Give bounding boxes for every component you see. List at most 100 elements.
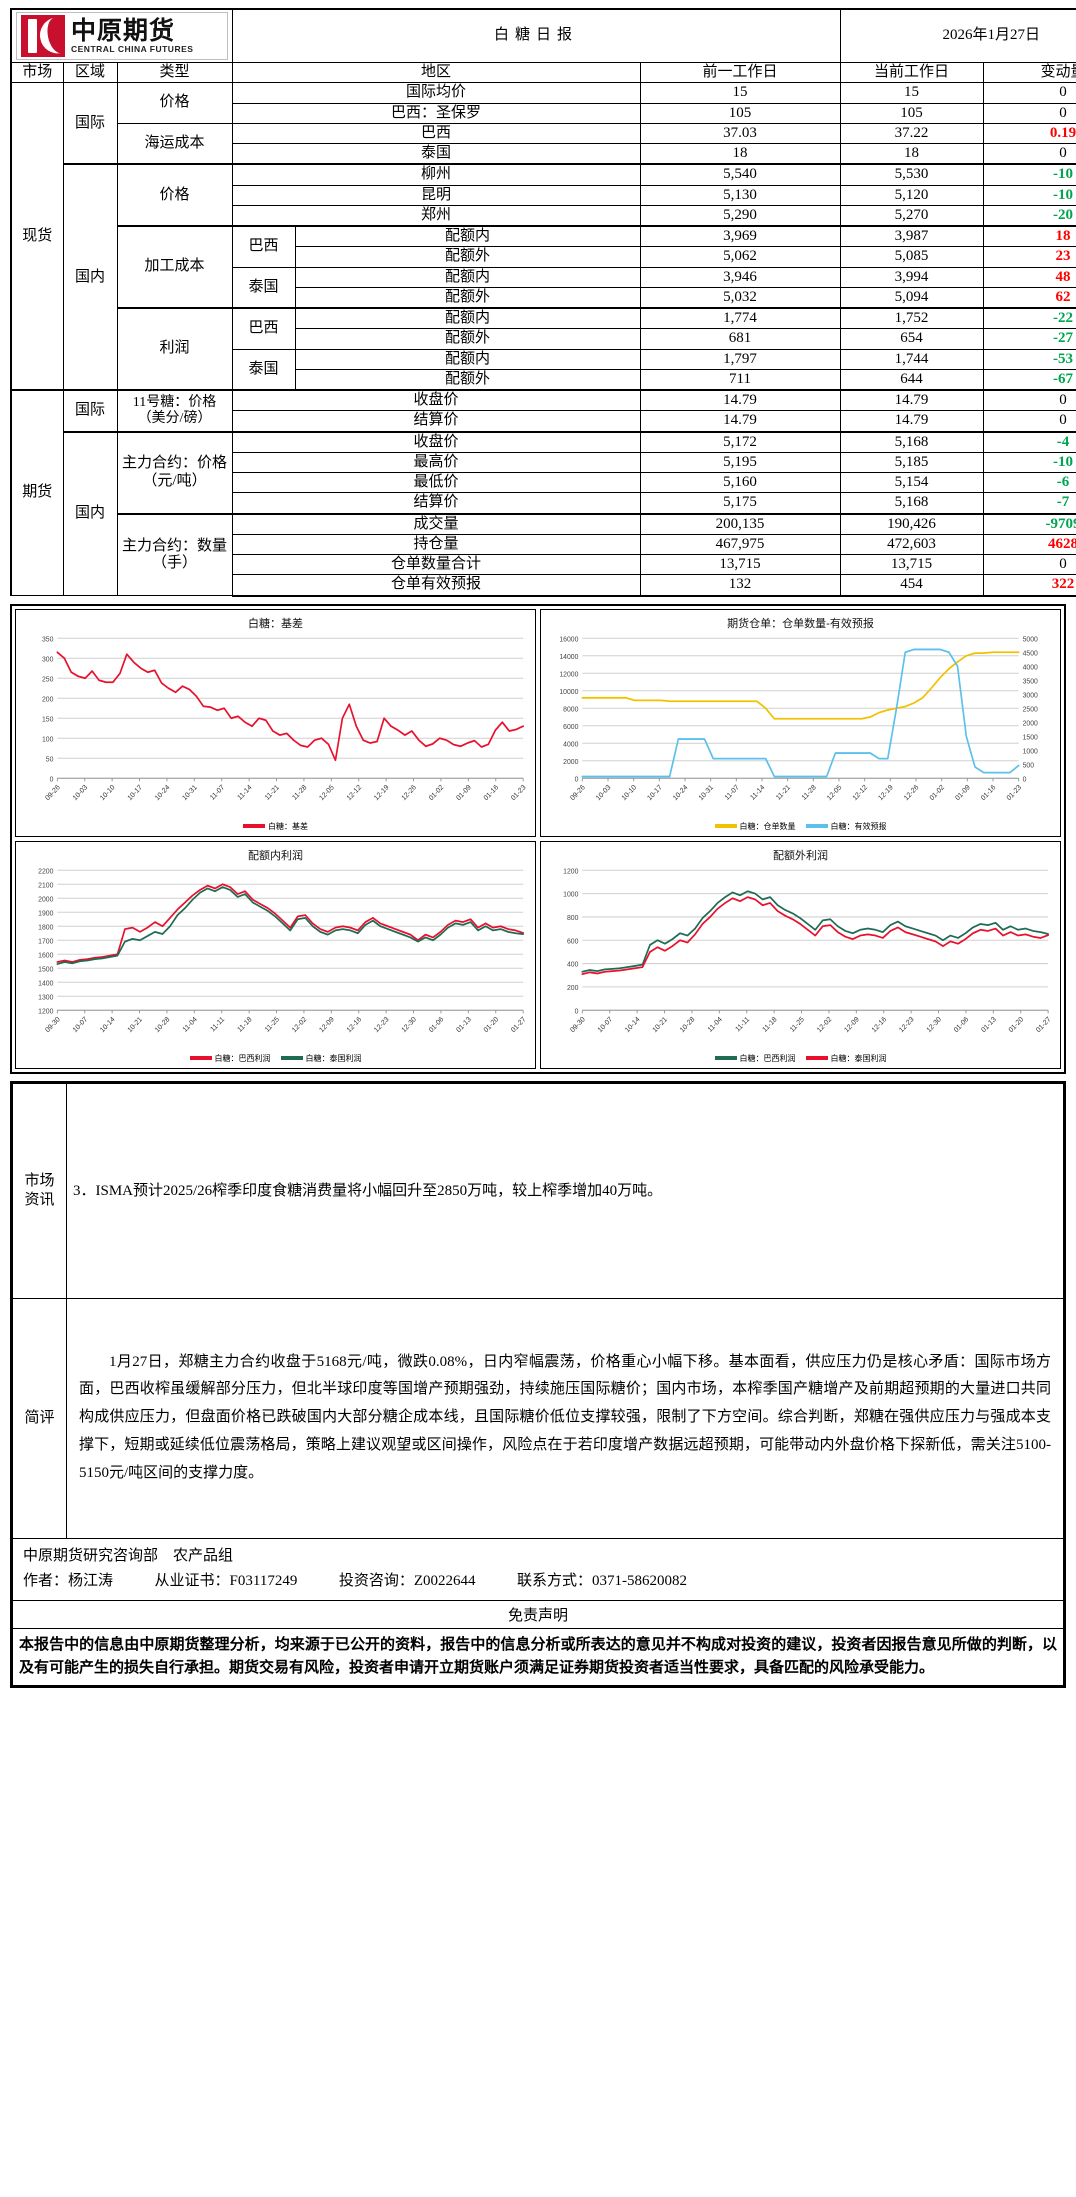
curr-value: 18 [839, 143, 984, 165]
disclaimer-text: 本报告中的信息由中原期货整理分析，均来源于已公开的资料，报告中的信息分析或所表达… [12, 1627, 1064, 1686]
svg-text:0: 0 [575, 775, 579, 783]
prev-value: 14.79 [639, 410, 841, 432]
svg-text:8000: 8000 [563, 705, 578, 713]
region-cell: 配额外 [294, 328, 641, 350]
change-value: 322 [982, 574, 1076, 597]
svg-text:12-30: 12-30 [400, 1015, 418, 1034]
change-value: 62 [982, 286, 1076, 309]
table-row: 仓单数量合计 13,715 13,715 0 0.00% [11, 553, 1076, 576]
svg-text:4000: 4000 [1023, 663, 1038, 671]
prev-value: 5,130 [639, 184, 841, 206]
contact-label: 联系方式： [517, 1573, 593, 1589]
region-cell: 最高价 [231, 451, 641, 474]
svg-text:150: 150 [42, 715, 54, 723]
change-value: 0 [982, 553, 1076, 576]
chart-title: 白糖：基差 [248, 617, 303, 630]
col-prev-day: 前一工作日 [639, 61, 841, 84]
table-row: 加工成本 巴西 配额内 3,969 3,987 18 0.45% [11, 225, 1076, 309]
region-cell: 仓单有效预报 [231, 574, 641, 597]
company-logo: 中原期货 CENTRAL CHINA FUTURES [16, 12, 228, 60]
curr-value: 5,094 [839, 286, 984, 309]
svg-text:12000: 12000 [559, 670, 578, 678]
svg-text:12-05: 12-05 [318, 783, 336, 802]
svg-text:3000: 3000 [1023, 691, 1038, 699]
region-cell: 结算价 [231, 410, 641, 432]
area-domestic: 国内 [62, 430, 118, 596]
legend-swatch-icon [714, 824, 737, 828]
prev-value: 200,135 [639, 512, 841, 535]
prev-value: 5,290 [639, 204, 841, 227]
svg-text:1000: 1000 [563, 890, 578, 898]
subgroup-brazil: 巴西 [231, 225, 296, 268]
svg-text:250: 250 [42, 675, 54, 683]
svg-text:50: 50 [46, 755, 54, 763]
market-news-row: 市场 资讯 3．ISMA预计2025/26榨季印度食糖消费量将小幅回升至2850… [12, 1082, 1064, 1299]
svg-text:4000: 4000 [563, 740, 578, 748]
prev-value: 5,175 [639, 492, 841, 514]
change-value: -10 [982, 184, 1076, 206]
svg-text:11-21: 11-21 [774, 783, 792, 802]
curr-value: 105 [839, 102, 984, 124]
legend-label: 白糖：泰国利润 [305, 1053, 362, 1063]
curr-value: 14.79 [839, 410, 984, 432]
curr-value: 13,715 [839, 553, 984, 576]
svg-text:12-16: 12-16 [870, 1015, 888, 1034]
page-title: 白糖日报 [231, 8, 841, 63]
region-cell: 配额外 [294, 368, 641, 391]
legend-label: 白糖：基差 [268, 821, 308, 831]
prev-value: 3,946 [639, 266, 841, 288]
svg-text:01-13: 01-13 [980, 1015, 998, 1034]
svg-text:800: 800 [567, 913, 579, 921]
prev-value: 3,969 [639, 225, 841, 248]
commentary-row: 简评 1月27日，郑糖主力合约收盘于5168元/吨，微跌0.08%，日内窄幅震荡… [12, 1297, 1064, 1539]
change-value: -10 [982, 451, 1076, 474]
col-area: 区域 [62, 61, 118, 84]
svg-text:01-06: 01-06 [952, 1015, 970, 1034]
svg-text:1900: 1900 [38, 909, 53, 917]
curr-value: 1,752 [839, 307, 984, 330]
department-line: 中原期货研究咨询部 农产品组 [23, 1547, 234, 1564]
svg-text:12-02: 12-02 [815, 1015, 833, 1034]
svg-text:01-02: 01-02 [928, 783, 946, 802]
svg-text:16000: 16000 [559, 635, 578, 643]
svg-text:09-30: 09-30 [569, 1015, 587, 1034]
table-row: 配额外 5,062 5,085 23 0.45% [11, 246, 1076, 268]
legend-swatch-icon [805, 824, 828, 828]
svg-text:01-02: 01-02 [427, 783, 445, 802]
svg-text:12-05: 12-05 [825, 783, 843, 802]
table-row: 最低价 5,160 5,154 -6 -0.12% [11, 471, 1076, 494]
svg-text:0: 0 [50, 775, 54, 783]
region-cell: 收盘价 [231, 389, 641, 412]
svg-text:11-04: 11-04 [706, 1015, 724, 1034]
change-value: 0.19 [982, 122, 1076, 145]
table-row: 泰国 配额内 1,797 1,744 -53 -2.95% [11, 348, 1076, 391]
svg-text:01-27: 01-27 [510, 1015, 528, 1034]
table-row: 最高价 5,195 5,185 -10 -0.19% [11, 451, 1076, 474]
svg-text:1400: 1400 [38, 979, 53, 987]
chart-title: 期货仓单：仓单数量-有效预报 [727, 617, 874, 630]
svg-text:10-31: 10-31 [697, 783, 715, 802]
change-value: -7 [982, 492, 1076, 514]
svg-text:1500: 1500 [1023, 733, 1038, 741]
svg-text:100: 100 [42, 735, 54, 743]
svg-text:11-14: 11-14 [749, 783, 767, 802]
logo-english-name: CENTRAL CHINA FUTURES [71, 44, 194, 55]
svg-text:0: 0 [1023, 775, 1027, 783]
svg-text:11-04: 11-04 [181, 1015, 199, 1034]
change-value: 0 [982, 410, 1076, 432]
legend-label: 白糖：仓单数量 [739, 821, 796, 831]
chart-plot-area: 0 2000 4000 6000 8000 10000 12000 14000 16000 0 50… [545, 632, 1056, 820]
svg-text:1800: 1800 [38, 923, 53, 931]
chart-title: 配额外利润 [773, 849, 828, 862]
prev-value: 14.79 [639, 389, 841, 412]
svg-text:2000: 2000 [38, 895, 53, 903]
legend-label: 白糖：有效预报 [830, 821, 887, 831]
svg-text:10-24: 10-24 [671, 783, 689, 802]
svg-text:1200: 1200 [38, 1007, 53, 1015]
chart-plot-area: 0 50 100 150 200 250 300 350 09-26 10-03 10-10 10-1… [20, 632, 531, 820]
curr-value: 3,987 [839, 225, 984, 248]
svg-text:11-18: 11-18 [236, 1015, 254, 1034]
svg-text:4500: 4500 [1023, 649, 1038, 657]
legend-swatch-icon [280, 1056, 303, 1060]
